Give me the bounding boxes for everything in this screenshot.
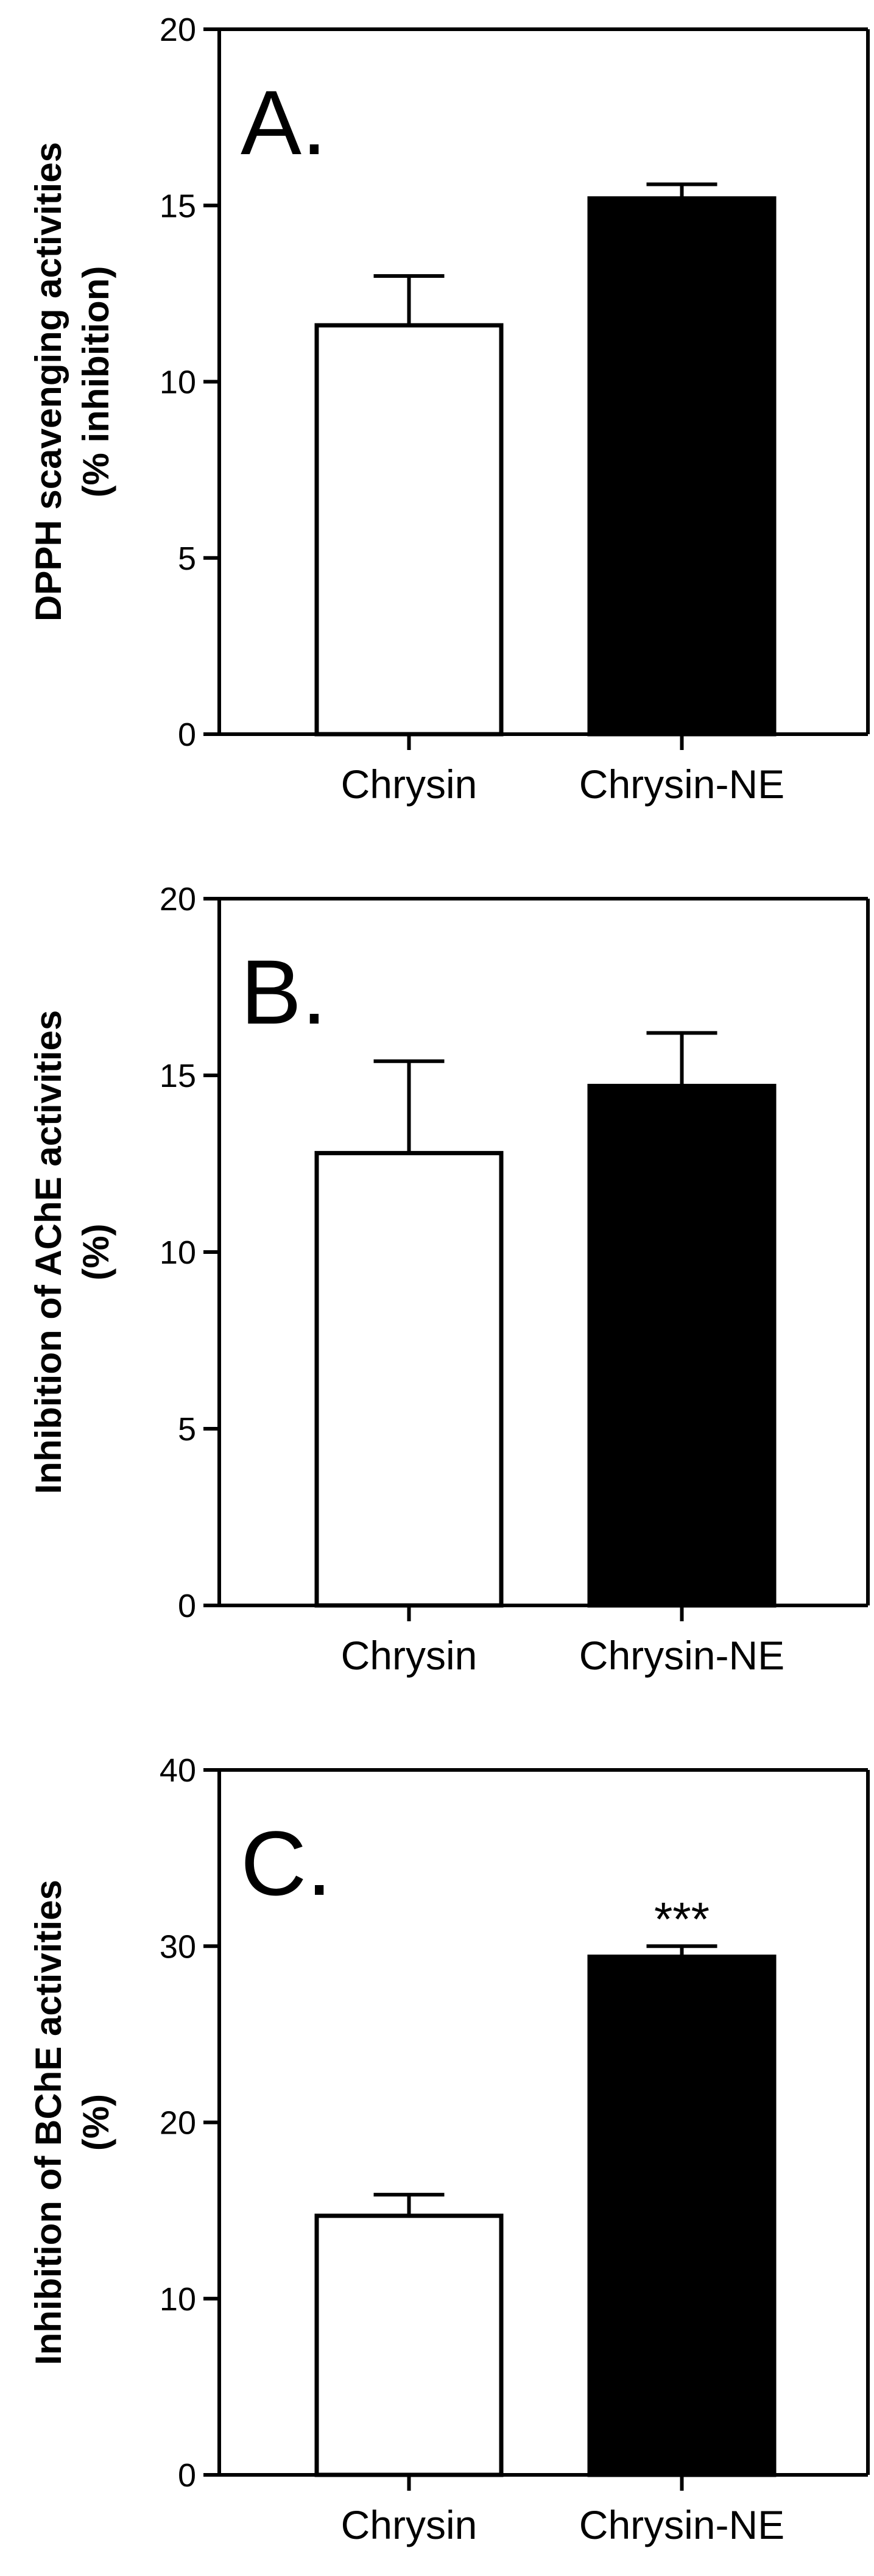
y-axis-title: DPPH scavenging activities (% inhibition) <box>28 142 116 621</box>
y-tick-label: 15 <box>160 1058 196 1094</box>
x-category-label: Chrysin <box>341 2502 478 2547</box>
y-axis-title-line: DPPH scavenging activities <box>28 142 69 621</box>
y-tick-label: 10 <box>160 1234 196 1271</box>
y-tick-label: 0 <box>178 717 196 753</box>
bar-chrysin <box>314 323 504 737</box>
y-tick-label: 40 <box>160 1752 196 1789</box>
bar-chrysin <box>314 1151 504 1608</box>
chart-panel-3: 0 10 20 30 40 Chrysin Chrysin-NE *** C. Inhibitio… <box>28 1752 870 2547</box>
chart-panel-1: 0 5 10 15 20 Chrysin Chrysin-NE A. DPPH scavengi… <box>28 12 870 807</box>
bar-chrysin <box>314 2213 504 2477</box>
bar-chrysin-ne <box>587 196 777 737</box>
chart-panel-2: 0 5 10 15 20 Chrysin Chrysin-NE B. Inhibition of… <box>28 881 870 1678</box>
panel-letter: A. <box>241 71 327 174</box>
y-tick-label: 30 <box>160 1928 196 1965</box>
y-tick-label: 20 <box>160 881 196 918</box>
y-tick-label: 10 <box>160 364 196 401</box>
panel-letter: B. <box>241 941 327 1043</box>
panel-letter: C. <box>241 1812 332 1914</box>
significance-annotation: *** <box>654 1892 710 1945</box>
y-axis-title-line: (%) <box>76 1223 116 1280</box>
y-axis-title-line: (% inhibition) <box>76 266 116 498</box>
y-tick-label: 0 <box>178 1588 196 1624</box>
y-axis-title-line: Inhibition of BChE activities <box>28 1880 69 2365</box>
y-tick-label: 20 <box>160 2105 196 2142</box>
y-axis-title: Inhibition of AChE activities (%) <box>28 1010 116 1494</box>
bar-chrysin-ne <box>587 1083 777 1608</box>
y-axis-title-line: (%) <box>76 2094 116 2151</box>
x-category-label: Chrysin-NE <box>579 2502 784 2547</box>
x-category-label: Chrysin-NE <box>579 1633 784 1678</box>
y-tick-label: 15 <box>160 188 196 224</box>
y-tick-label: 0 <box>178 2457 196 2494</box>
y-axis-title-line: Inhibition of AChE activities <box>28 1010 69 1494</box>
bar-chrysin-ne <box>587 1955 777 2477</box>
x-category-label: Chrysin-NE <box>579 762 784 807</box>
y-tick-label: 20 <box>160 12 196 48</box>
y-tick-label: 5 <box>178 540 196 577</box>
x-category-label: Chrysin <box>341 1633 478 1678</box>
x-category-label: Chrysin <box>341 762 478 807</box>
y-tick-label: 5 <box>178 1411 196 1448</box>
y-tick-label: 10 <box>160 2281 196 2318</box>
y-axis-title: Inhibition of BChE activities (%) <box>28 1880 116 2365</box>
